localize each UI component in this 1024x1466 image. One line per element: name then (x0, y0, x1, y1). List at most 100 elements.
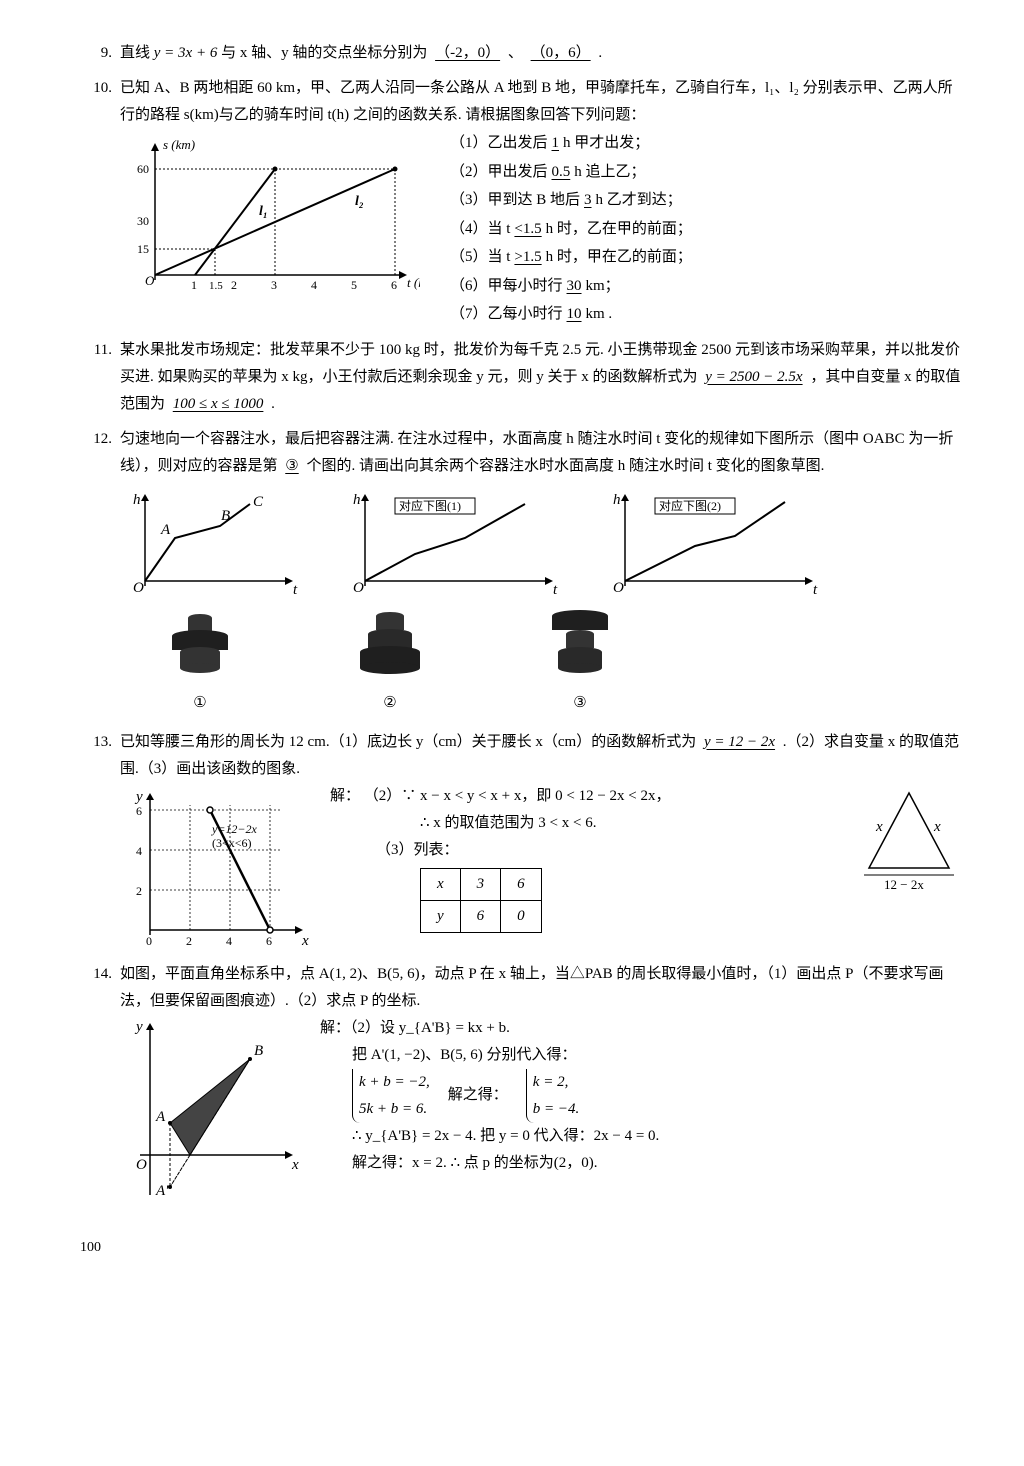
svg-text:2: 2 (186, 934, 192, 948)
svg-text:B: B (254, 1043, 263, 1059)
q14-graph: y x O A B A' (120, 1015, 300, 1205)
svg-text:A: A (160, 522, 171, 538)
question-10: 10. 已知 A、B 两地相距 60 km，甲、乙两人沿同一条公路从 A 地到 … (80, 75, 964, 329)
q12-chart-2: h t O 对应下图(1) (340, 488, 560, 598)
q10-body: 已知 A、B 两地相距 60 km，甲、乙两人沿同一条公路从 A 地到 B 地，… (120, 75, 964, 329)
q12-charts-row: h t O A B C h t O (120, 488, 964, 598)
svg-text:60: 60 (137, 162, 149, 176)
svg-text:t: t (553, 582, 558, 598)
svg-text:A: A (155, 1109, 166, 1125)
question-14: 14. 如图，平面直角坐标系中，点 A(1, 2)、B(5, 6)，动点 P 在… (80, 961, 964, 1205)
svg-text:t: t (293, 582, 298, 598)
svg-text:3: 3 (271, 278, 277, 292)
page-number: 100 (80, 1235, 964, 1260)
svg-text:5: 5 (351, 278, 357, 292)
svg-text:x: x (301, 933, 309, 949)
q11-body: 某水果批发市场规定：批发苹果不少于 100 kg 时，批发价为每千克 2.5 元… (120, 337, 964, 418)
eq: y = 3x + 6 (154, 45, 218, 61)
svg-text:6: 6 (391, 278, 397, 292)
svg-text:y=12−2x: y=12−2x (211, 822, 258, 836)
svg-text:t: t (813, 582, 818, 598)
svg-text:x: x (933, 819, 941, 835)
svg-text:O: O (145, 273, 155, 288)
container-icon (350, 606, 430, 676)
question-9: 9. 直线 y = 3x + 6 与 x 轴、y 轴的交点坐标分别为 （-2，0… (80, 40, 964, 67)
q12-chart-3: h t O 对应下图(2) (600, 488, 820, 598)
svg-text:y: y (134, 1019, 143, 1035)
svg-text:O: O (133, 580, 144, 596)
q10-chart: s (km) t (h) O 15 30 60 1 1.5 2 3 (120, 135, 420, 315)
qnum: 9. (80, 40, 120, 67)
container-icon (160, 606, 240, 676)
container-icon (540, 606, 620, 676)
svg-text:l₁: l₁ (259, 204, 268, 219)
q10-subanswers: （1）乙出发后1h 甲才出发； （2）甲出发后0.5h 追上乙； （3）甲到达 … (450, 129, 692, 329)
sep: 、 (508, 45, 523, 61)
svg-text:x: x (875, 819, 883, 835)
q13-body: 已知等腰三角形的周长为 12 cm.（1）底边长 y（cm）关于腰长 x（cm）… (120, 729, 964, 953)
ylabel-text: s (km) (163, 137, 195, 152)
svg-text:2: 2 (136, 884, 142, 898)
answer: （0，6） (527, 45, 595, 61)
qnum: 14. (80, 961, 120, 1205)
svg-text:y: y (134, 789, 143, 805)
svg-text:0: 0 (146, 934, 152, 948)
container-1: ① (160, 606, 240, 717)
q12-chart-1: h t O A B C (120, 488, 300, 598)
container-2: ② (350, 606, 430, 717)
svg-text:B: B (221, 508, 230, 524)
svg-text:A': A' (155, 1183, 169, 1199)
answer: y = 2500 − 2.5x (701, 369, 806, 385)
svg-text:12 − 2x: 12 − 2x (884, 877, 924, 892)
qnum: 13. (80, 729, 120, 953)
answer: 100 ≤ x ≤ 1000 (169, 396, 268, 412)
svg-text:4: 4 (226, 934, 232, 948)
xlabel-text: t (h) (407, 275, 420, 290)
qnum: 11. (80, 337, 120, 418)
svg-text:h: h (133, 492, 141, 508)
q13-triangle: x x 12 − 2x (854, 783, 964, 893)
svg-text:O: O (136, 1157, 147, 1173)
qnum: 12. (80, 426, 120, 721)
q12-body: 匀速地向一个容器注水，最后把容器注满. 在注水过程中，水面高度 h 随注水时间 … (120, 426, 964, 721)
svg-text:15: 15 (137, 242, 149, 256)
svg-text:6: 6 (266, 934, 272, 948)
text: 与 x 轴、y 轴的交点坐标分别为 (221, 45, 427, 61)
svg-text:h: h (353, 492, 361, 508)
svg-text:4: 4 (136, 844, 142, 858)
q14-solution: 解：（2）设 y_{A'B} = kx + b. 把 A'(1, −2)、B(5… (320, 1015, 964, 1177)
svg-text:l₂: l₂ (355, 194, 364, 209)
q13-graph: y x 2 4 6 0 2 4 (120, 783, 310, 953)
answer: （-2，0） (431, 45, 504, 61)
qnum: 10. (80, 75, 120, 329)
svg-text:对应下图(2): 对应下图(2) (659, 498, 721, 513)
answer: ③ (281, 458, 302, 474)
q13-table: x36 y60 (420, 868, 542, 933)
svg-text:h: h (613, 492, 621, 508)
svg-text:6: 6 (136, 804, 142, 818)
q12-containers-row: ① ② (120, 606, 964, 717)
question-12: 12. 匀速地向一个容器注水，最后把容器注满. 在注水过程中，水面高度 h 随注… (80, 426, 964, 721)
q10-text: 已知 A、B 两地相距 60 km，甲、乙两人沿同一条公路从 A 地到 B 地，… (120, 75, 964, 129)
question-13: 13. 已知等腰三角形的周长为 12 cm.（1）底边长 y（cm）关于腰长 x… (80, 729, 964, 953)
svg-text:1: 1 (191, 278, 197, 292)
svg-text:30: 30 (137, 214, 149, 228)
container-3: ③ (540, 606, 620, 717)
q13-solution: 解： （2）∵ x − x < y < x + x，即 0 < 12 − 2x … (330, 783, 834, 937)
distance-time-chart: s (km) t (h) O 15 30 60 1 1.5 2 3 (120, 135, 420, 305)
svg-text:(3<x<6): (3<x<6) (212, 836, 252, 850)
q9-body: 直线 y = 3x + 6 与 x 轴、y 轴的交点坐标分别为 （-2，0） 、… (120, 40, 964, 67)
svg-text:4: 4 (311, 278, 317, 292)
svg-text:1.5: 1.5 (209, 280, 223, 292)
text: 直线 (120, 45, 154, 61)
q14-body: 如图，平面直角坐标系中，点 A(1, 2)、B(5, 6)，动点 P 在 x 轴… (120, 961, 964, 1205)
svg-text:O: O (613, 580, 624, 596)
svg-text:O: O (353, 580, 364, 596)
svg-text:C: C (253, 494, 264, 510)
text: . (598, 45, 602, 61)
svg-text:x: x (291, 1157, 299, 1173)
answer: y = 12 − 2x (700, 734, 779, 750)
question-11: 11. 某水果批发市场规定：批发苹果不少于 100 kg 时，批发价为每千克 2… (80, 337, 964, 418)
svg-text:2: 2 (231, 278, 237, 292)
svg-text:对应下图(1): 对应下图(1) (399, 498, 461, 513)
